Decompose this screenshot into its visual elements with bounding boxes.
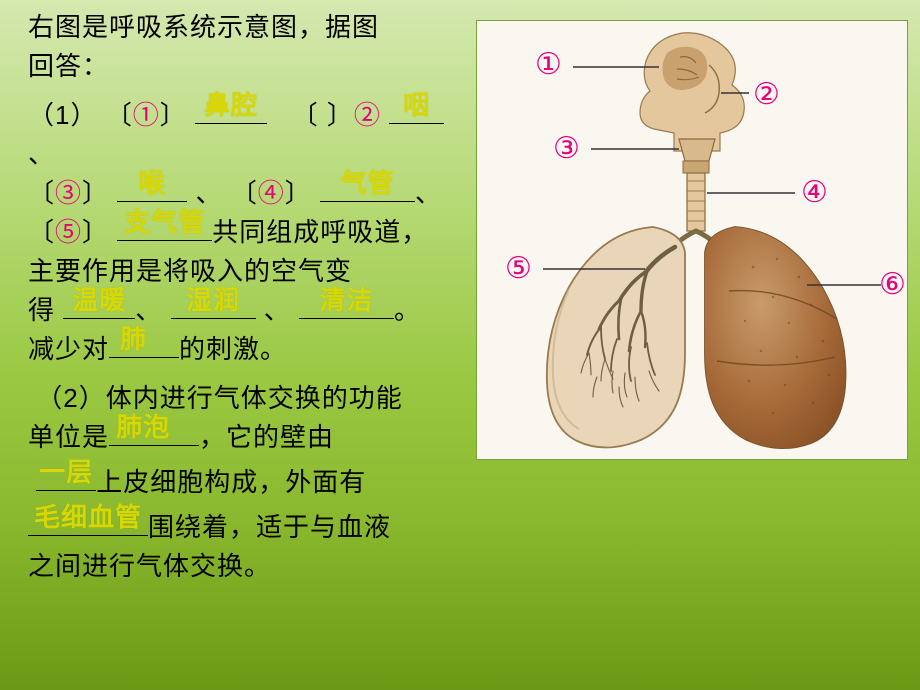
bracket: 〕 bbox=[160, 100, 187, 130]
text: ，它的壁由 bbox=[199, 422, 334, 452]
diagram-label-5: ⑤ bbox=[505, 251, 532, 286]
bracket: 〕 bbox=[82, 178, 109, 208]
num-1: ① bbox=[133, 100, 160, 130]
ans-clean: 清洁 bbox=[319, 281, 373, 320]
bracket: 〔 bbox=[28, 178, 55, 208]
num-2: ② bbox=[354, 100, 381, 130]
text: 的刺激。 bbox=[179, 334, 287, 364]
blank-5: 支气管 bbox=[117, 214, 212, 241]
q2-line-5: 之间进行气体交换。 bbox=[28, 547, 458, 586]
bracket: 〕 bbox=[327, 100, 354, 130]
blank-alveoli: 肺泡 bbox=[109, 419, 199, 446]
intro-line-1: 右图是呼吸系统示意图，据图 bbox=[28, 8, 458, 47]
q2-line-4: 毛细血管围绕着，适于与血液 bbox=[28, 508, 458, 547]
ans-2: 咽 bbox=[403, 86, 430, 125]
blank-1: 鼻腔 bbox=[195, 97, 267, 124]
text: 、 bbox=[28, 139, 55, 169]
bracket: 〕 bbox=[82, 217, 109, 247]
blank-clean: 清洁 bbox=[299, 292, 394, 319]
q1-line-2: 〔③〕 喉 、 〔④〕 气管、 bbox=[28, 174, 458, 213]
blank-4: 气管 bbox=[320, 175, 415, 202]
blank-layer: 一层 bbox=[36, 464, 96, 491]
q1-line-1: （1） 〔①〕 鼻腔 〔 〕② 咽、 bbox=[28, 96, 458, 174]
ans-lung: 肺 bbox=[120, 320, 147, 359]
blank-capillary: 毛细血管 bbox=[28, 509, 148, 536]
bracket: 〔 bbox=[292, 100, 319, 130]
ans-capillary: 毛细血管 bbox=[34, 498, 142, 537]
diagram-label-1: ① bbox=[535, 47, 562, 82]
diagram-label-6: ⑥ bbox=[879, 267, 906, 302]
blank-2: 咽 bbox=[389, 97, 444, 124]
blank-moist: 湿润 bbox=[171, 292, 256, 319]
q2-line-2: 单位是肺泡，它的壁由 bbox=[28, 418, 458, 457]
text: 、 bbox=[415, 178, 442, 208]
bracket: 〔 bbox=[231, 178, 258, 208]
num-3: ③ bbox=[55, 178, 82, 208]
bracket: 〕 bbox=[285, 178, 312, 208]
q1-line-3: 〔⑤〕 支气管共同组成呼吸道， bbox=[28, 213, 458, 252]
text: 。 bbox=[394, 295, 421, 325]
text: 得 bbox=[28, 295, 55, 325]
q1-line-6: 减少对肺的刺激。 bbox=[28, 330, 458, 369]
bracket: 〔 bbox=[106, 100, 133, 130]
ans-5: 支气管 bbox=[124, 203, 205, 242]
blank-3: 喉 bbox=[117, 175, 187, 202]
ans-3: 喉 bbox=[139, 164, 166, 203]
blank-warm: 温暖 bbox=[63, 292, 135, 319]
ans-moist: 湿润 bbox=[186, 281, 240, 320]
ans-alveoli: 肺泡 bbox=[116, 408, 170, 447]
lungs-svg bbox=[477, 21, 909, 461]
intro-line-2: 回答： bbox=[28, 47, 458, 86]
ans-1: 鼻腔 bbox=[204, 86, 258, 125]
text: 围绕着，适于与血液 bbox=[148, 512, 391, 542]
text: 共同组成呼吸道， bbox=[212, 217, 428, 247]
q1-prefix: （1） bbox=[28, 100, 97, 130]
diagram-label-4: ④ bbox=[801, 175, 828, 210]
ans-layer: 一层 bbox=[39, 453, 93, 492]
blank-lung: 肺 bbox=[109, 331, 179, 358]
text-column: 右图是呼吸系统示意图，据图 回答： （1） 〔①〕 鼻腔 〔 〕② 咽、 〔③〕… bbox=[28, 8, 458, 586]
respiratory-diagram: ① ② ③ ④ ⑤ ⑥ bbox=[476, 20, 908, 460]
diagram-label-3: ③ bbox=[553, 131, 580, 166]
q1-line-5: 得 温暖、 湿润 、 清洁。 bbox=[28, 291, 458, 330]
text: 上皮细胞构成，外面有 bbox=[96, 467, 366, 497]
q2-line-1: （2）体内进行气体交换的功能 bbox=[28, 379, 458, 418]
ans-4: 气管 bbox=[341, 164, 395, 203]
text: 、 bbox=[264, 295, 291, 325]
text: 减少对 bbox=[28, 334, 109, 364]
num-4: ④ bbox=[258, 178, 285, 208]
num-5: ⑤ bbox=[55, 217, 82, 247]
ans-warm: 温暖 bbox=[72, 281, 126, 320]
bracket: 〔 bbox=[28, 217, 55, 247]
text: 单位是 bbox=[28, 422, 109, 452]
slide: 右图是呼吸系统示意图，据图 回答： （1） 〔①〕 鼻腔 〔 〕② 咽、 〔③〕… bbox=[0, 0, 920, 690]
diagram-label-2: ② bbox=[753, 77, 780, 112]
q2-prefix: （2） bbox=[36, 383, 105, 413]
q2-line-3: 一层上皮细胞构成，外面有 bbox=[28, 463, 458, 502]
